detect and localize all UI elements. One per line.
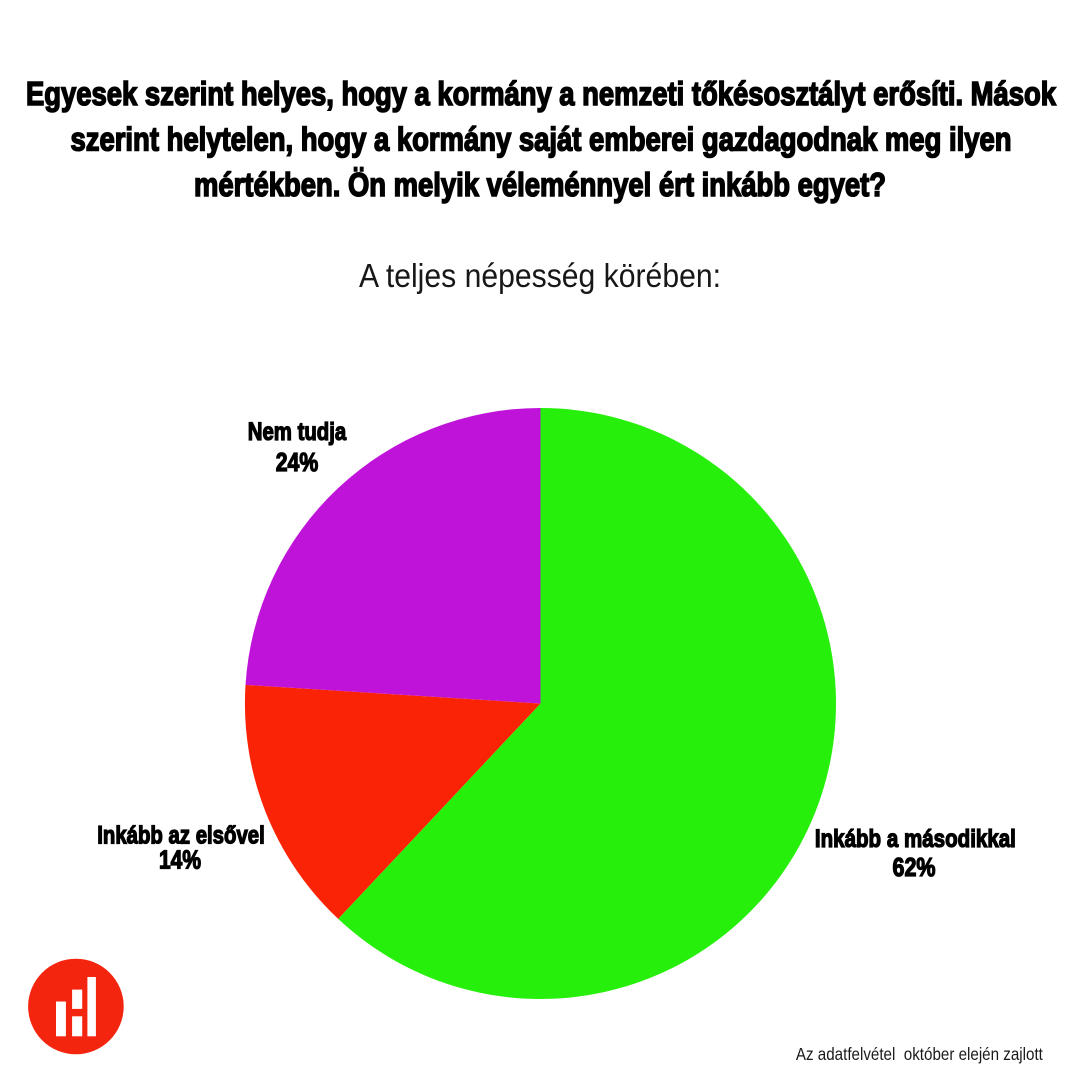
svg-text:Egyesek szerint helyes, hogy a: Egyesek szerint helyes, hogy a kormány a… bbox=[26, 76, 1056, 113]
svg-text:Inkább a másodikkal: Inkább a másodikkal bbox=[815, 825, 1016, 853]
svg-text:Nem tudja: Nem tudja bbox=[248, 418, 347, 446]
svg-text:Az adatfelvétel október elejé: Az adatfelvétel október elején zajlott bbox=[796, 1044, 1043, 1064]
svg-text:mértékben. Ön melyik véleménny: mértékben. Ön melyik véleménnyel ért ink… bbox=[194, 167, 886, 204]
svg-text:Inkább az elsővel: Inkább az elsővel bbox=[97, 821, 265, 849]
svg-text:14%: 14% bbox=[159, 845, 201, 875]
svg-text:szerint helytelen, hogy a korm: szerint helytelen, hogy a kormány saját … bbox=[71, 122, 1012, 159]
svg-text:A teljes népesség körében:: A teljes népesség körében: bbox=[359, 258, 721, 295]
svg-text:62%: 62% bbox=[893, 852, 936, 882]
svg-text:24%: 24% bbox=[276, 447, 319, 477]
